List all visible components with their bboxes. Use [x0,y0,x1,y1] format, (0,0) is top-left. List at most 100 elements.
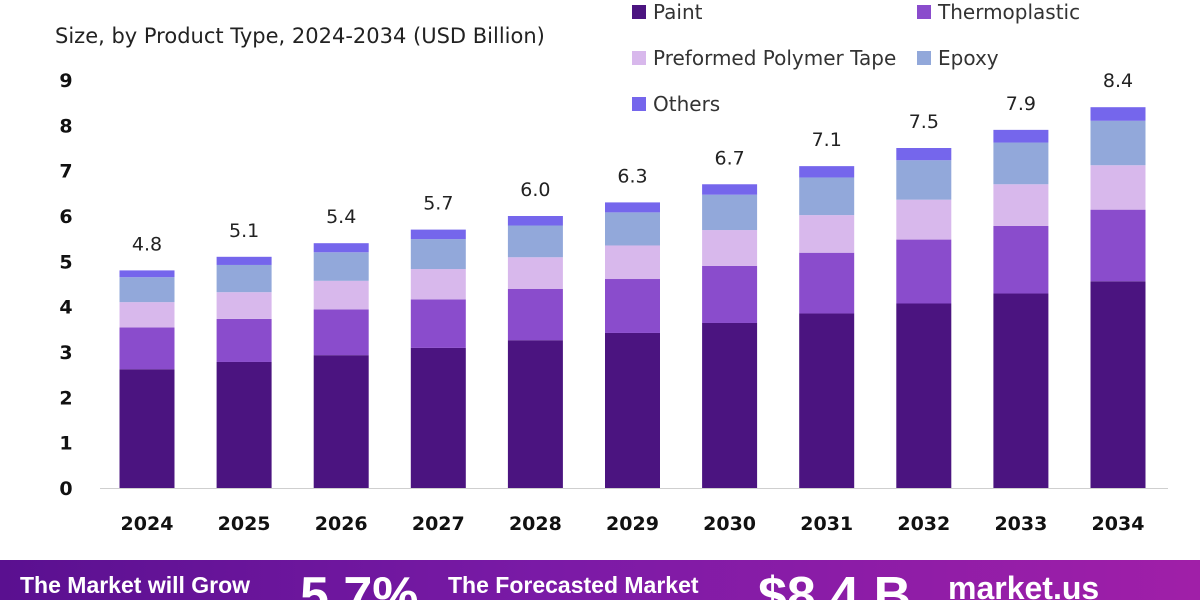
x-tick-label: 2029 [606,513,659,535]
bar-segment-epoxy [799,177,855,216]
x-tick-label: 2027 [412,513,465,535]
y-tick-label: 3 [59,342,72,364]
bar-segment-others [410,229,466,240]
bar-segment-epoxy [896,160,952,200]
bar-segment-epoxy [702,194,758,231]
legend-swatch [632,97,646,111]
bar-segment-epoxy [993,142,1049,185]
bar-segment-thermoplastic [410,299,466,348]
bar-segment-preformed-polymer-tape [605,245,660,280]
bar-segment-others [119,270,175,278]
bar-segment-preformed-polymer-tape [507,257,563,289]
bar-segment-others [993,129,1049,143]
x-tick-label: 2034 [1092,513,1145,535]
bar-segment-others [896,148,952,161]
bar-segment-thermoplastic [507,288,563,341]
x-tick-label: 2026 [315,513,368,535]
bar-segment-preformed-polymer-tape [1090,165,1146,210]
bar-total-label: 6.3 [617,165,647,187]
bar-segment-preformed-polymer-tape [702,230,758,266]
footer-banner: The Market will Grow 5.7% The Forecasted… [0,560,1200,600]
stacked-bar-chart: 0 1 2 3 4 5 6 7 8 9 4.8 2024 5.1 2025 5.4 2026 5.7 2027 6.… [59,70,1168,535]
bar-total-label: 6.7 [714,147,744,169]
x-tick-label: 2030 [703,513,756,535]
bar-segment-others [605,202,660,213]
legend-label: Thermoplastic [938,0,1081,24]
bar-segment-paint [605,332,660,488]
bar-segment-paint [1090,281,1146,488]
bar-segment-thermoplastic [993,225,1049,294]
bar-segment-others [507,216,563,226]
bar-segment-epoxy [410,239,466,270]
y-tick-label: 6 [59,206,72,228]
legend-swatch [917,51,931,65]
bar-segment-preformed-polymer-tape [993,184,1049,226]
bar-segment-preformed-polymer-tape [410,269,466,300]
bar-total-label: 7.1 [812,129,842,151]
bar-segment-others [216,256,272,265]
bar-segment-epoxy [313,252,369,281]
bar-segment-others [799,166,855,178]
legend-label: Preformed Polymer Tape [653,46,897,70]
x-tick-label: 2033 [994,513,1047,535]
bar-segment-thermoplastic [799,252,855,314]
bar-total-label: 6.0 [520,179,550,201]
bar-segment-paint [799,313,855,488]
banner-growth-value: 5.7% [300,567,419,600]
bar-segment-paint [507,340,563,488]
bar-segment-preformed-polymer-tape [313,280,369,310]
bar-segment-thermoplastic [1090,209,1146,282]
y-tick-label: 9 [59,70,72,92]
bar-total-label: 7.5 [909,111,939,133]
bar-segment-paint [410,347,466,488]
bar-segment-thermoplastic [605,279,660,333]
bar-segment-thermoplastic [216,318,272,362]
legend-item-paint: Paint [632,0,703,24]
y-tick-label: 1 [59,433,72,455]
bar-segment-others [1090,107,1146,121]
legend-item-epoxy: Epoxy [917,46,999,70]
y-tick-label: 8 [59,115,72,137]
bar-segment-paint [119,369,175,488]
legend-swatch [917,5,931,19]
bar-segment-others [313,243,369,253]
banner-forecast-text: The Forecasted Market [448,572,699,598]
bar-total-label: 5.1 [229,220,259,242]
x-tick-label: 2024 [121,513,174,535]
bar-segment-paint [216,361,272,488]
bar-segment-paint [993,293,1049,488]
bar-total-label: 5.4 [326,206,356,228]
bar-segment-paint [702,322,758,488]
banner-forecast-value: $8.4 B [758,567,912,600]
chart-legend: Paint Thermoplastic Preformed Polymer Tape… [632,0,1200,120]
legend-label: Epoxy [938,46,999,70]
bar-total-label: 8.4 [1103,70,1133,92]
legend-swatch [632,5,646,19]
y-tick-label: 5 [59,251,72,273]
x-tick-label: 2025 [218,513,271,535]
chart-area: 0 1 2 3 4 5 6 7 8 9 4.8 2024 5.1 2025 5.4 2026 5.7 2027 6.… [55,0,1200,535]
bar-total-label: 4.8 [132,233,162,255]
legend-item-preformed-polymer-tape: Preformed Polymer Tape [632,46,896,70]
bar-segment-epoxy [507,225,563,258]
bar-segment-epoxy [1090,120,1146,166]
bar-total-label: 5.7 [423,193,453,215]
bar-segment-thermoplastic [313,309,369,356]
bar-segment-others [702,184,758,195]
chart-subtitle: Size, by Product Type, 2024-2034 (USD Bi… [55,24,545,48]
y-tick-label: 7 [59,161,72,183]
bar-segment-epoxy [605,212,660,246]
bar-segment-paint [313,355,369,488]
brand-logo: market.us [948,570,1100,600]
bar-segment-thermoplastic [702,265,758,323]
bar-segment-preformed-polymer-tape [119,302,175,328]
bar-segment-preformed-polymer-tape [896,199,952,240]
legend-swatch [632,51,646,65]
bar-segment-thermoplastic [119,327,175,370]
legend-label: Paint [653,0,703,24]
bar-segment-preformed-polymer-tape [216,292,272,319]
y-tick-label: 2 [59,387,72,409]
legend-item-thermoplastic: Thermoplastic [917,0,1080,24]
bar-segment-preformed-polymer-tape [799,215,855,253]
bar-segment-thermoplastic [896,239,952,304]
